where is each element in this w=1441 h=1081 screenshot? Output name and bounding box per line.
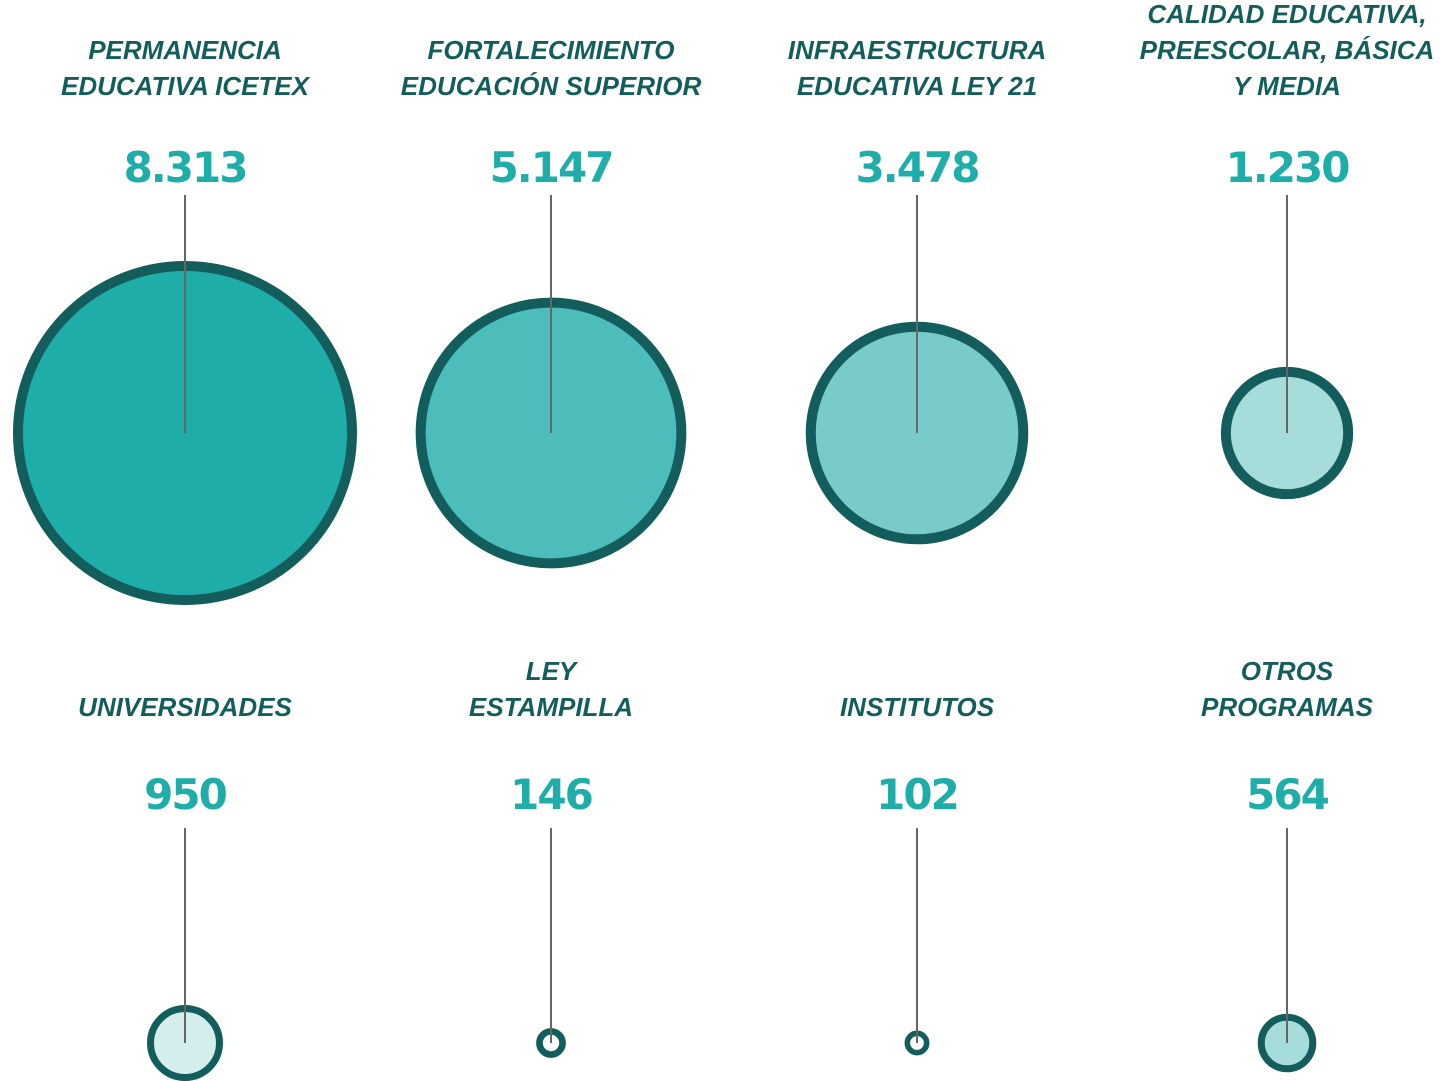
value-label: 1.230 (1226, 143, 1350, 192)
category-label: ESTAMPILLA (469, 692, 633, 722)
category-label: PREESCOLAR, BÁSICA (1140, 35, 1435, 65)
category-label: LEY (526, 656, 579, 686)
category-label: FORTALECIMIENTO (428, 35, 675, 65)
value-label: 3.478 (856, 143, 979, 192)
category-label: Y MEDIA (1233, 71, 1341, 101)
category-label: EDUCACIÓN SUPERIOR (401, 71, 702, 101)
category-label: PERMANENCIA (88, 35, 282, 65)
category-label: EDUCATIVA LEY 21 (797, 71, 1037, 101)
value-label: 146 (510, 770, 592, 819)
value-label: 102 (876, 770, 958, 819)
category-label: PROGRAMAS (1201, 692, 1374, 722)
category-label: EDUCATIVA ICETEX (61, 71, 311, 101)
category-label: INSTITUTOS (840, 692, 995, 722)
category-label: OTROS (1241, 656, 1334, 686)
value-label: 950 (144, 770, 226, 819)
value-label: 8.313 (124, 143, 247, 192)
category-label: INFRAESTRUCTURA (788, 35, 1047, 65)
value-label: 564 (1246, 770, 1328, 819)
category-label: CALIDAD EDUCATIVA, (1147, 0, 1426, 29)
value-label: 5.147 (490, 143, 613, 192)
category-label: UNIVERSIDADES (78, 692, 292, 722)
